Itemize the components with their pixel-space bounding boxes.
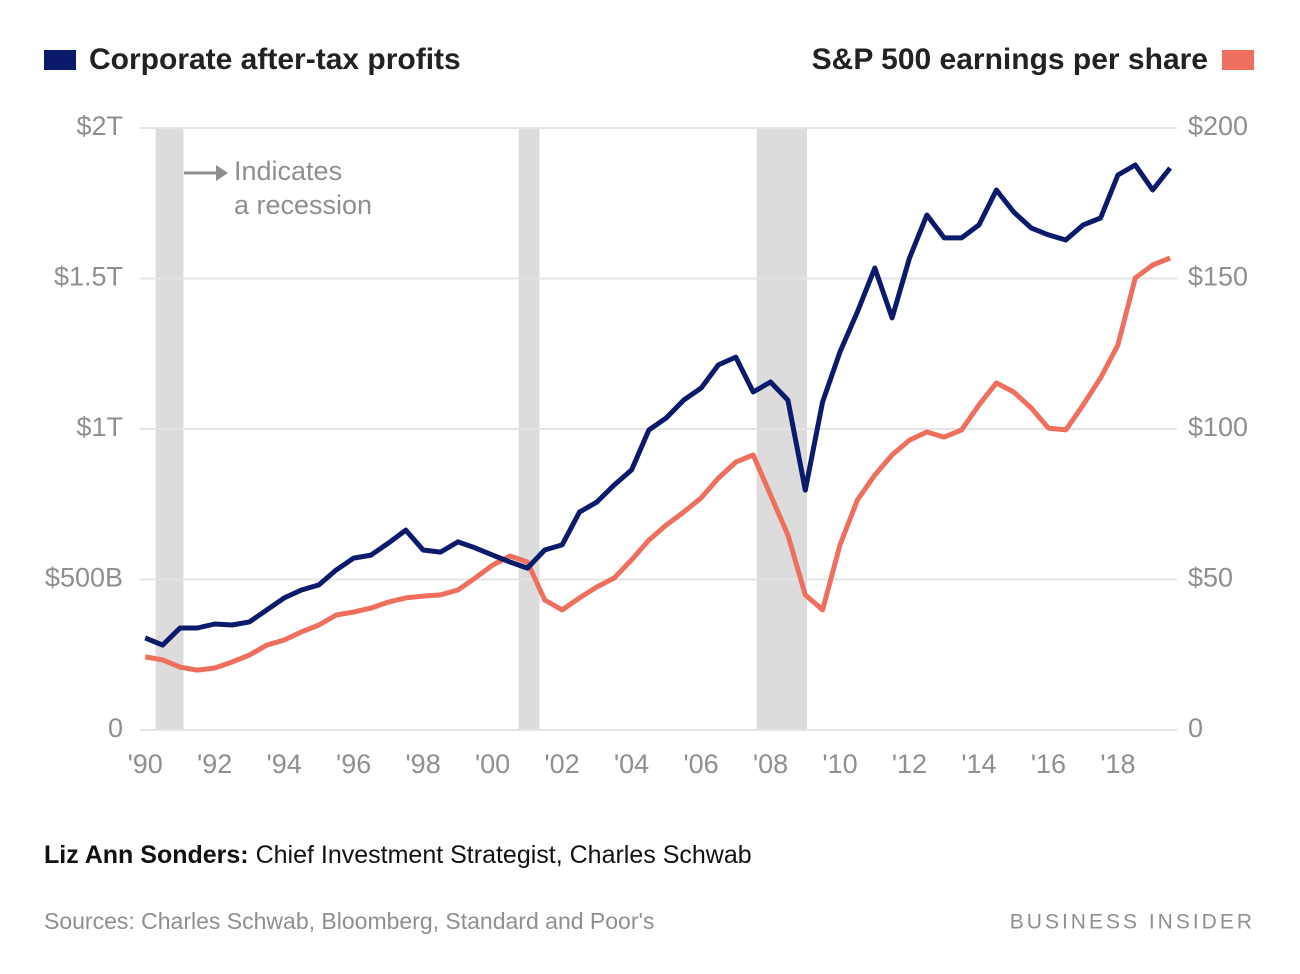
y-tick-label: $1T [76, 412, 123, 442]
annotation: Indicates [234, 156, 342, 186]
x-tick-label: '92 [197, 749, 232, 779]
annotation: a recession [234, 190, 372, 220]
y2-tick-label: 0 [1188, 713, 1203, 743]
x-tick-label: '18 [1100, 749, 1135, 779]
series-line [144, 162, 1173, 648]
annotation-arrowhead [216, 165, 228, 181]
x-tick-label: '94 [267, 749, 302, 779]
x-tick-label: '96 [336, 749, 371, 779]
x-tick-label: '00 [475, 749, 510, 779]
legend-swatch [1222, 50, 1254, 70]
x-tick-label: '08 [753, 749, 788, 779]
y-tick-label: $2T [76, 111, 123, 141]
byline-name: Liz Ann Sonders: [44, 841, 249, 869]
x-tick-label: '16 [1031, 749, 1066, 779]
x-tick-label: '12 [892, 749, 927, 779]
byline: Liz Ann Sonders: Chief Investment Strate… [44, 841, 752, 869]
y2-tick-label: $100 [1188, 412, 1248, 442]
x-tick-label: '14 [961, 749, 996, 779]
x-tick-label: '02 [545, 749, 580, 779]
series-line [144, 255, 1172, 673]
x-tick-label: '90 [128, 749, 163, 779]
y2-tick-label: $150 [1188, 262, 1248, 292]
x-tick-label: '04 [614, 749, 649, 779]
legend-label: S&P 500 earnings per share [812, 43, 1208, 76]
y2-tick-label: $200 [1188, 111, 1248, 141]
sources-list: Charles Schwab, Bloomberg, Standard and … [135, 908, 655, 934]
sources-label: Sources: [44, 908, 135, 934]
byline-role: Chief Investment Strategist, Charles Sch… [249, 841, 752, 869]
sources: Sources: Charles Schwab, Bloomberg, Stan… [44, 908, 654, 934]
x-tick-label: '06 [683, 749, 718, 779]
y-tick-label: $1.5T [54, 262, 123, 292]
y2-tick-label: $50 [1188, 563, 1233, 593]
x-tick-label: '10 [822, 749, 857, 779]
x-tick-label: '98 [406, 749, 441, 779]
legend-label: Corporate after-tax profits [89, 43, 461, 76]
y-tick-label: $500B [45, 563, 123, 593]
y-tick-label: 0 [108, 713, 123, 743]
legend-swatch [44, 50, 76, 70]
brand: BUSINESS INSIDER [1010, 911, 1255, 934]
